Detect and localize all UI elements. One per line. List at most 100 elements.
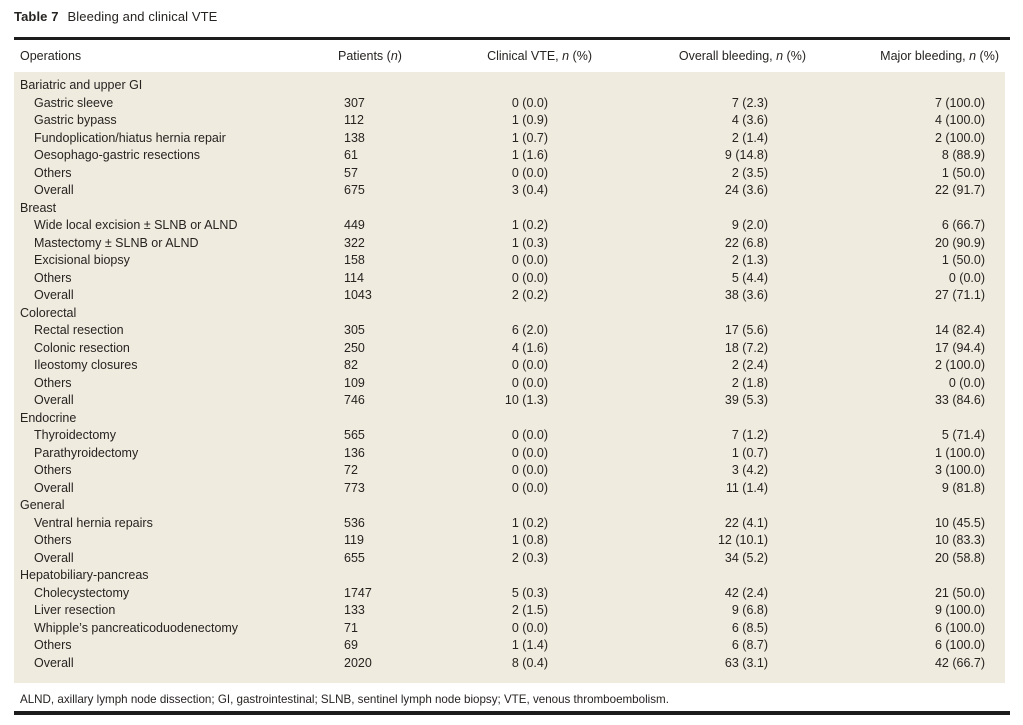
table-row: Thyroidectomy 565 0 (0.0) 7 (1.2) 5 (71.4) bbox=[14, 427, 1005, 445]
table-row: Overall 773 0 (0.0) 11 (1.4) 9 (81.8) bbox=[14, 480, 1005, 498]
table-row: Gastric sleeve 307 0 (0.0) 7 (2.3) 7 (100.0) bbox=[14, 95, 1005, 113]
overall-bleeding-cell: 9 (2.0) bbox=[731, 218, 768, 232]
empty-cell bbox=[338, 497, 462, 515]
overall-bleeding-cell: 22 (6.8) bbox=[724, 235, 768, 250]
table-row: Overall 655 2 (0.3) 34 (5.2) 20 (58.8) bbox=[14, 550, 1005, 568]
section-header-row: General bbox=[14, 497, 1005, 515]
section-name: Endocrine bbox=[20, 410, 77, 425]
major-bleeding-cell: 33 (84.6) bbox=[934, 393, 985, 407]
operation-cell: Overall bbox=[34, 183, 74, 197]
table-row: Ileostomy closures 82 0 (0.0) 2 (2.4) 2 (100… bbox=[14, 357, 1005, 375]
empty-cell bbox=[806, 497, 1005, 515]
major-bleeding-cell: 1 (50.0) bbox=[941, 253, 985, 267]
table-body: Bariatric and upper GI Gastric sleeve 307 0… bbox=[14, 72, 1005, 683]
patients-cell: 119 bbox=[344, 533, 364, 547]
operation-cell: Gastric sleeve bbox=[34, 95, 114, 110]
empty-cell bbox=[806, 200, 1005, 218]
table-row: Rectal resection 305 6 (2.0) 17 (5.6) 14 (82… bbox=[14, 322, 1005, 340]
clinical-vte-cell: 0 (0.0) bbox=[511, 480, 548, 495]
section-header-row: Breast bbox=[14, 200, 1005, 218]
operation-cell: Others bbox=[34, 463, 72, 477]
table-row: Whipple’s pancreaticoduodenectomy 71 0 (0.… bbox=[14, 620, 1005, 638]
major-bleeding-cell: 8 (88.9) bbox=[941, 148, 985, 162]
empty-cell bbox=[806, 77, 1005, 95]
operation-cell: Colonic resection bbox=[34, 340, 130, 355]
operation-cell: Others bbox=[34, 533, 72, 547]
major-bleeding-cell: 4 (100.0) bbox=[934, 113, 985, 127]
major-bleeding-cell: 6 (100.0) bbox=[934, 620, 985, 635]
overall-bleeding-cell: 2 (1.8) bbox=[731, 375, 768, 390]
overall-bleeding-cell: 9 (14.8) bbox=[724, 148, 768, 162]
clinical-vte-cell: 2 (0.3) bbox=[511, 550, 548, 565]
patients-cell: 136 bbox=[344, 445, 365, 460]
operation-cell: Others bbox=[34, 270, 72, 285]
patients-cell: 71 bbox=[344, 620, 358, 635]
clinical-vte-cell: 0 (0.0) bbox=[511, 620, 548, 635]
empty-cell bbox=[462, 305, 592, 323]
overall-bleeding-cell: 38 (3.6) bbox=[724, 288, 768, 302]
overall-bleeding-cell: 9 (6.8) bbox=[731, 603, 768, 617]
major-bleeding-cell: 0 (0.0) bbox=[948, 270, 985, 285]
patients-cell: 655 bbox=[344, 550, 365, 565]
overall-bleeding-cell: 63 (3.1) bbox=[724, 655, 768, 670]
patients-cell: 109 bbox=[344, 375, 365, 390]
patients-cell: 322 bbox=[344, 235, 365, 250]
major-bleeding-cell: 1 (100.0) bbox=[934, 445, 985, 460]
operation-cell: Others bbox=[34, 165, 72, 180]
operation-cell: Ventral hernia repairs bbox=[34, 515, 153, 530]
overall-bleeding-cell: 3 (4.2) bbox=[731, 463, 768, 477]
clinical-vte-cell: 0 (0.0) bbox=[511, 270, 548, 285]
table-row: Others 72 0 (0.0) 3 (4.2) 3 (100.0) bbox=[14, 462, 1005, 480]
overall-bleeding-cell: 24 (3.6) bbox=[724, 183, 768, 197]
patients-cell: 133 bbox=[344, 603, 365, 617]
empty-cell bbox=[806, 410, 1005, 428]
major-bleeding-cell: 42 (66.7) bbox=[934, 655, 985, 670]
patients-cell: 72 bbox=[344, 463, 358, 477]
section-name: Hepatobiliary-pancreas bbox=[20, 568, 149, 582]
major-bleeding-cell: 20 (58.8) bbox=[934, 550, 985, 565]
clinical-vte-cell: 6 (2.0) bbox=[511, 323, 548, 337]
empty-cell bbox=[592, 200, 806, 218]
major-bleeding-cell: 10 (45.5) bbox=[934, 515, 985, 530]
major-bleeding-cell: 2 (100.0) bbox=[934, 130, 985, 145]
column-header: Clinical VTE, n (%) bbox=[487, 49, 592, 63]
clinical-vte-cell: 3 (0.4) bbox=[511, 183, 548, 197]
major-bleeding-cell: 20 (90.9) bbox=[934, 235, 985, 250]
major-bleeding-cell: 9 (100.0) bbox=[934, 603, 985, 617]
operation-cell: Others bbox=[34, 638, 72, 652]
clinical-vte-cell: 1 (0.3) bbox=[511, 235, 548, 250]
major-bleeding-cell: 2 (100.0) bbox=[934, 358, 985, 372]
table-row: Cholecystectomy 1747 5 (0.3) 42 (2.4) 21 (50… bbox=[14, 585, 1005, 603]
table-row: Overall 675 3 (0.4) 24 (3.6) 22 (91.7) bbox=[14, 182, 1005, 200]
overall-bleeding-cell: 7 (2.3) bbox=[731, 95, 768, 110]
operation-cell: Overall bbox=[34, 550, 74, 565]
major-bleeding-cell: 6 (100.0) bbox=[934, 638, 985, 652]
data-table: Operations Patients (n) Clinical VTE, n (%… bbox=[14, 40, 1005, 683]
section-header-row: Colorectal bbox=[14, 305, 1005, 323]
table-row: Parathyroidectomy 136 0 (0.0) 1 (0.7) 1 (100… bbox=[14, 445, 1005, 463]
section-header-row: Hepatobiliary-pancreas bbox=[14, 567, 1005, 585]
bottom-rule bbox=[14, 711, 1010, 715]
clinical-vte-cell: 1 (1.6) bbox=[511, 148, 548, 162]
table-row: Overall 1043 2 (0.2) 38 (3.6) 27 (71.1) bbox=[14, 287, 1005, 305]
overall-bleeding-cell: 2 (3.5) bbox=[731, 165, 768, 180]
overall-bleeding-cell: 2 (2.4) bbox=[731, 358, 768, 372]
empty-cell bbox=[592, 410, 806, 428]
empty-cell bbox=[462, 567, 592, 585]
clinical-vte-cell: 1 (0.8) bbox=[511, 533, 548, 547]
section-name: General bbox=[20, 498, 65, 512]
table-row: Oesophago-gastric resections 61 1 (1.6) 9 (… bbox=[14, 147, 1005, 165]
empty-cell bbox=[338, 200, 462, 218]
operation-cell: Gastric bypass bbox=[34, 113, 117, 127]
operation-cell: Overall bbox=[34, 655, 74, 670]
empty-cell bbox=[462, 200, 592, 218]
patients-cell: 61 bbox=[344, 148, 358, 162]
clinical-vte-cell: 1 (0.9) bbox=[511, 113, 548, 127]
patients-cell: 2020 bbox=[344, 655, 372, 670]
empty-cell bbox=[592, 305, 806, 323]
empty-cell bbox=[592, 497, 806, 515]
clinical-vte-cell: 0 (0.0) bbox=[511, 375, 548, 390]
table-row: Fundoplication/hiatus hernia repair 138 1 … bbox=[14, 130, 1005, 148]
patients-cell: 773 bbox=[344, 480, 365, 495]
